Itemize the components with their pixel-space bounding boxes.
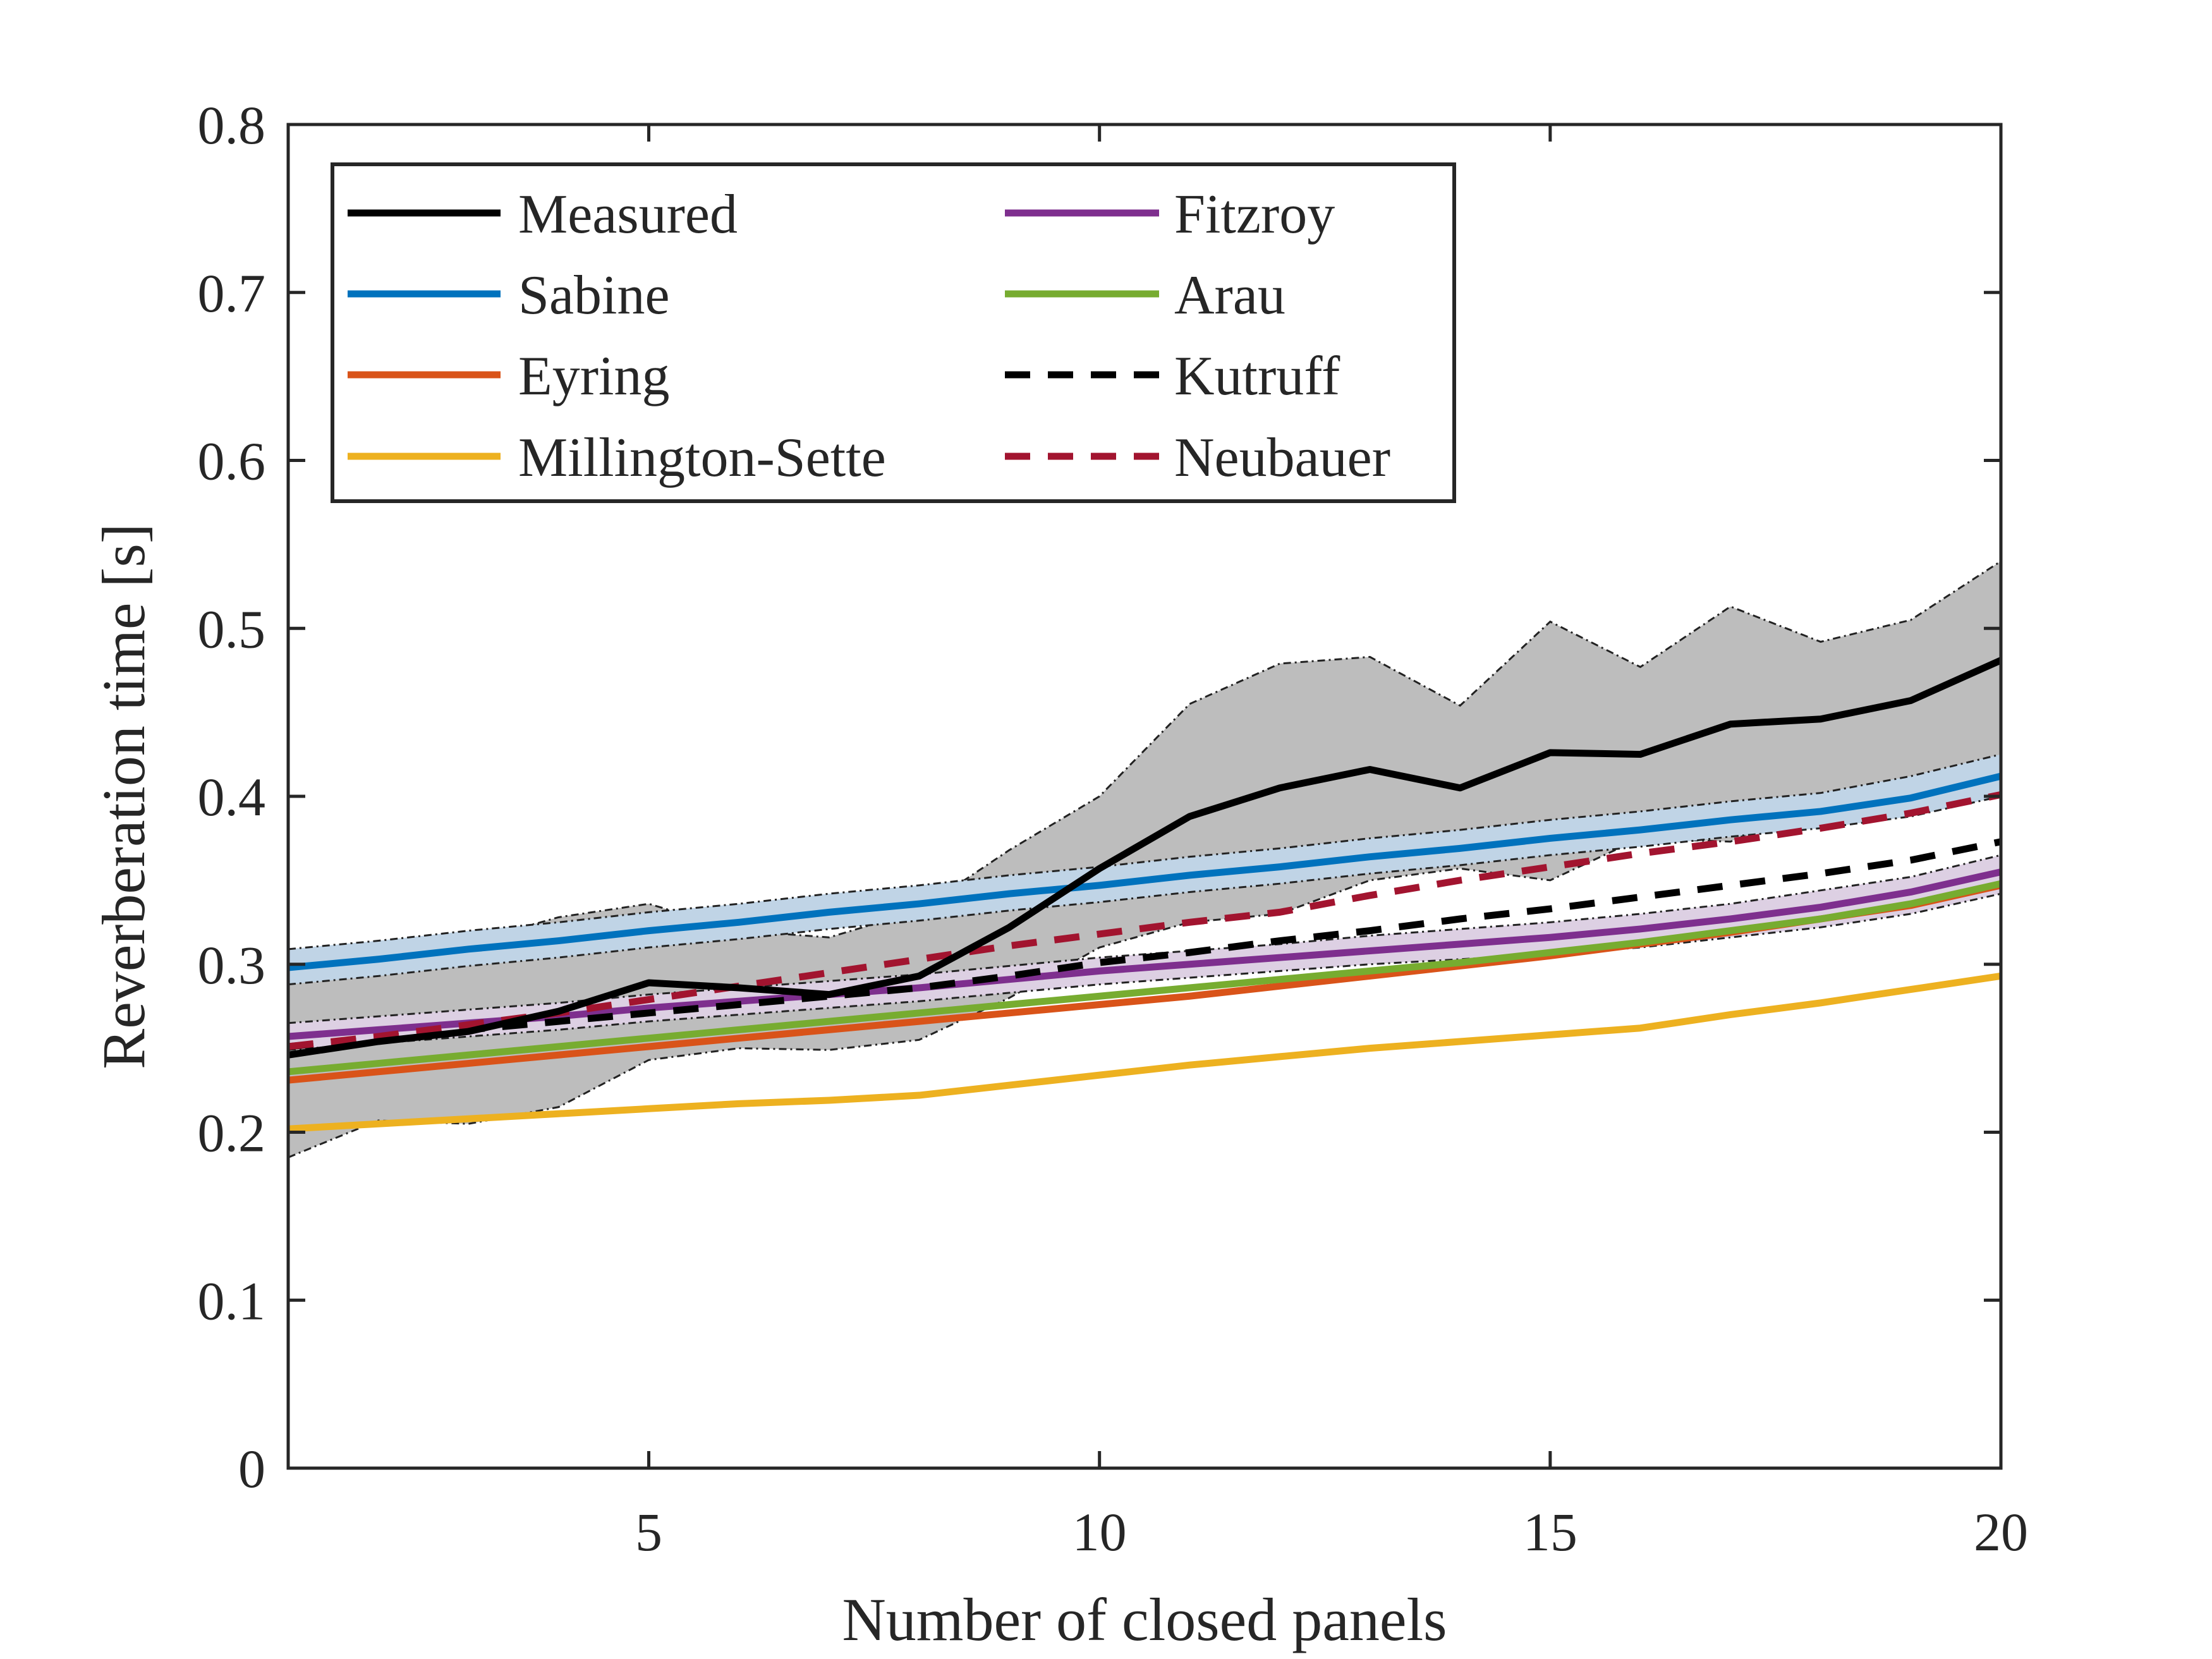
legend-label-millington-sette: Millington-Sette [518,427,886,489]
series-fitzroy [288,868,2002,1040]
y-tick-label: 0.4 [198,767,266,827]
x-tick-label: 5 [635,1502,662,1562]
legend: Measured Sabine Eyring Millington-Sette Fitz… [331,162,1456,503]
series-millington-sette [288,972,2002,1133]
y-tick-label: 0.8 [198,95,266,155]
sabine-range-upper-edge [288,753,2002,951]
series-lines [288,657,2003,1133]
y-tick-label: 0.7 [198,263,266,324]
y-tick-label: 0.5 [198,599,266,659]
series-neubauer [288,791,2002,1050]
legend-label-neubauer: Neubauer [1174,427,1390,489]
legend-entries: Measured Sabine Eyring Millington-Sette Fitz… [348,184,1390,489]
x-tick-label: 10 [1073,1502,1127,1562]
legend-label-eyring: Eyring [518,346,670,407]
legend-label-arau: Arau [1174,265,1285,326]
legend-label-fitzroy: Fitzroy [1174,184,1335,245]
x-tick-label: 15 [1523,1502,1577,1562]
y-tick-label: 0 [238,1438,265,1499]
x-tick-label: 20 [1974,1502,2028,1562]
legend-label-sabine: Sabine [518,265,670,326]
series-kutruff [288,838,2002,1050]
sabine-range-lower-edge [288,795,2002,986]
legend-box [331,162,1456,503]
measured-range-upper-edge [288,560,2002,966]
legend-label-measured: Measured [518,184,738,245]
series-arau [288,880,2002,1076]
series-sabine [288,772,2002,971]
legend-label-kutruff: Kutruff [1174,346,1340,407]
y-tick-label: 0.3 [198,935,266,995]
y-tick-label: 0.1 [198,1270,266,1331]
series-measured [288,657,2003,1059]
x-axis-label: Number of closed panels [842,1586,1447,1653]
y-axis-label: Reverberation time [s] [90,523,157,1069]
fitzroy-range-lower-edge [288,892,2002,1051]
measured-range-lower-edge [288,757,2002,1158]
axis-ticks: 0 0.1 0.2 0.3 0.4 0.5 0.6 0.7 0.8 5 10 15 20 [198,95,2029,1562]
y-tick-label: 0.6 [198,431,266,492]
y-tick-label: 0.2 [198,1103,266,1164]
